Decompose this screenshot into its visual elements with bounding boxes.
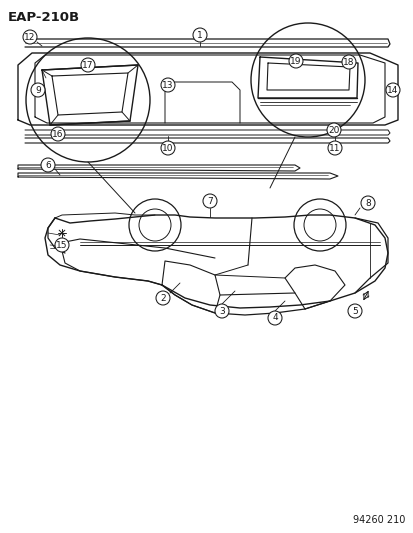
Text: 15: 15 (56, 240, 68, 249)
Circle shape (161, 78, 175, 92)
Circle shape (341, 55, 355, 69)
Circle shape (55, 238, 69, 252)
Text: 94260 210: 94260 210 (352, 515, 404, 525)
Text: 20: 20 (328, 125, 339, 134)
Text: 1: 1 (197, 30, 202, 39)
Text: 5: 5 (351, 306, 357, 316)
Circle shape (192, 28, 206, 42)
Circle shape (347, 304, 361, 318)
Circle shape (156, 291, 170, 305)
Circle shape (326, 123, 340, 137)
Text: 10: 10 (162, 143, 173, 152)
Circle shape (327, 141, 341, 155)
Circle shape (360, 196, 374, 210)
Circle shape (288, 54, 302, 68)
Text: 2: 2 (160, 294, 166, 303)
Text: 6: 6 (45, 160, 51, 169)
Circle shape (267, 311, 281, 325)
Text: 14: 14 (387, 85, 398, 94)
Circle shape (214, 304, 228, 318)
Text: 13: 13 (162, 80, 173, 90)
Text: 3: 3 (218, 306, 224, 316)
Text: 9: 9 (35, 85, 41, 94)
Circle shape (202, 194, 216, 208)
Circle shape (161, 141, 175, 155)
Text: EAP-210B: EAP-210B (8, 11, 80, 24)
Text: 8: 8 (364, 198, 370, 207)
Text: 12: 12 (24, 33, 36, 42)
Text: 16: 16 (52, 130, 64, 139)
Circle shape (41, 158, 55, 172)
Text: 4: 4 (271, 313, 277, 322)
Circle shape (51, 127, 65, 141)
Text: 7: 7 (206, 197, 212, 206)
Circle shape (23, 30, 37, 44)
Text: 11: 11 (328, 143, 340, 152)
Text: 18: 18 (342, 58, 354, 67)
Text: 17: 17 (82, 61, 93, 69)
Circle shape (385, 83, 399, 97)
Circle shape (81, 58, 95, 72)
Text: 19: 19 (290, 56, 301, 66)
Circle shape (31, 83, 45, 97)
